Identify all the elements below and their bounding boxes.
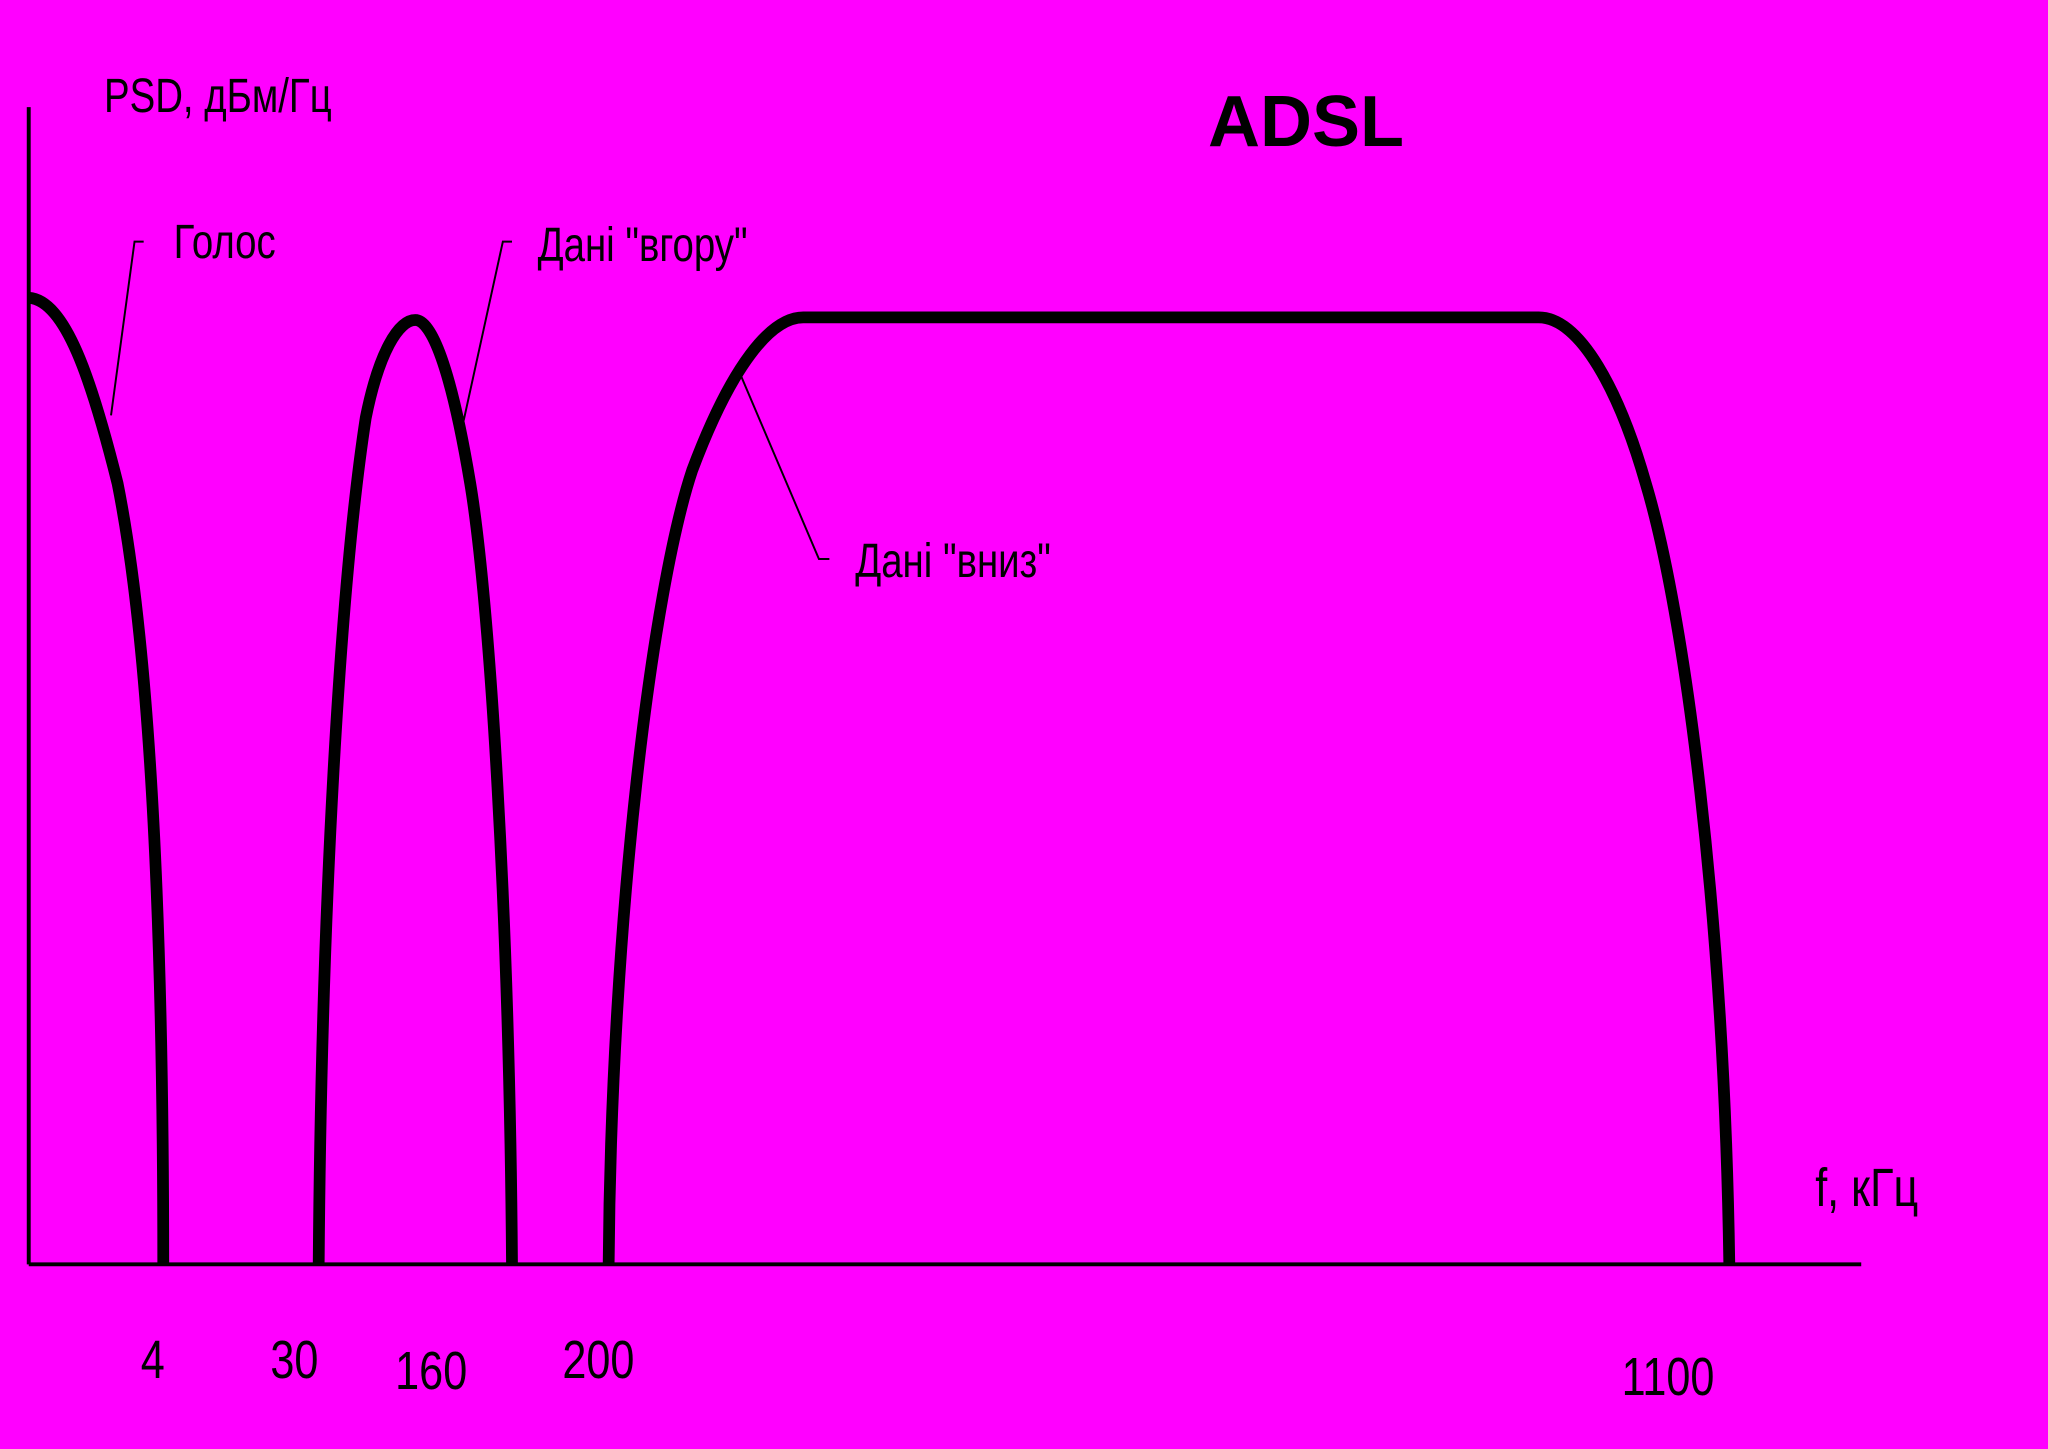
voice-curve <box>27 291 170 1265</box>
x-tick-label: 30 <box>270 1331 318 1391</box>
y-axis-label: PSD, дБм/Гц <box>104 70 332 123</box>
band-label: Дані "вгору" <box>538 219 748 272</box>
x-axis-label: f, кГц <box>1815 1159 1918 1219</box>
leader-line <box>110 240 144 416</box>
band-label: Голос <box>174 216 276 269</box>
x-tick-label: 4 <box>141 1331 165 1391</box>
x-tick-label: 1100 <box>1622 1348 1715 1408</box>
downstream-curve <box>602 311 1736 1265</box>
upstream-curve <box>312 314 518 1265</box>
leader-line <box>462 240 512 421</box>
x-tick-label: 160 <box>395 1342 467 1402</box>
title: ADSL <box>1208 82 1404 162</box>
band-label: Дані "вниз" <box>855 535 1051 588</box>
leader-line <box>739 374 830 560</box>
shapes <box>26 107 1862 1267</box>
x-tick-label: 200 <box>562 1331 634 1391</box>
